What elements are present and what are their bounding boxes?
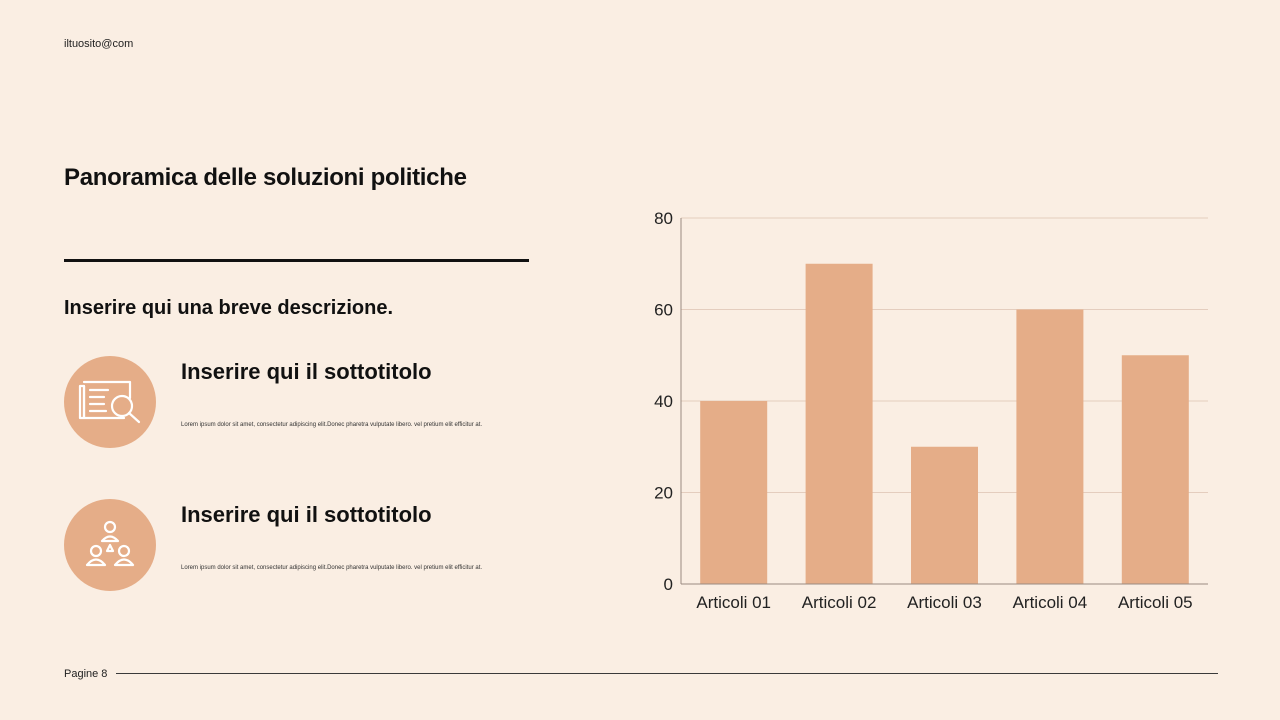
x-tick-label: Articoli 04 <box>1013 593 1088 612</box>
x-tick-label: Articoli 05 <box>1118 593 1193 612</box>
bar <box>700 401 768 584</box>
document-search-icon <box>64 356 156 448</box>
title-divider <box>64 259 529 262</box>
site-url: iltuosito@com <box>64 38 134 50</box>
y-tick-label: 20 <box>654 484 673 503</box>
bar <box>911 446 978 584</box>
x-tick-label: Articoli 03 <box>907 593 982 612</box>
page-number: Pagine 8 <box>64 668 108 680</box>
feature-subtitle: Inserire qui il sottotitolo <box>181 359 432 384</box>
feature-text: Lorem ipsum dolor sit amet, consectetur … <box>181 422 483 428</box>
y-tick-label: 0 <box>664 575 673 594</box>
feature-item: Inserire qui il sottotitolo Lorem ipsum … <box>64 499 534 591</box>
page-title: Panoramica delle soluzioni politiche <box>64 164 467 191</box>
page-description: Inserire qui una breve descrizione. <box>64 297 394 319</box>
y-tick-label: 40 <box>654 392 673 411</box>
footer-divider <box>116 673 1218 674</box>
x-tick-label: Articoli 01 <box>696 593 771 612</box>
bar <box>1016 309 1084 584</box>
x-tick-label: Articoli 02 <box>802 593 877 612</box>
y-tick-label: 60 <box>654 301 673 320</box>
feature-subtitle: Inserire qui il sottotitolo <box>181 502 432 527</box>
feature-text: Lorem ipsum dolor sit amet, consectetur … <box>181 565 483 571</box>
feature-item: Inserire qui il sottotitolo Lorem ipsum … <box>64 356 534 448</box>
bar <box>1121 355 1189 584</box>
team-users-icon <box>64 499 156 591</box>
y-tick-label: 80 <box>654 209 673 228</box>
bar <box>805 263 873 584</box>
